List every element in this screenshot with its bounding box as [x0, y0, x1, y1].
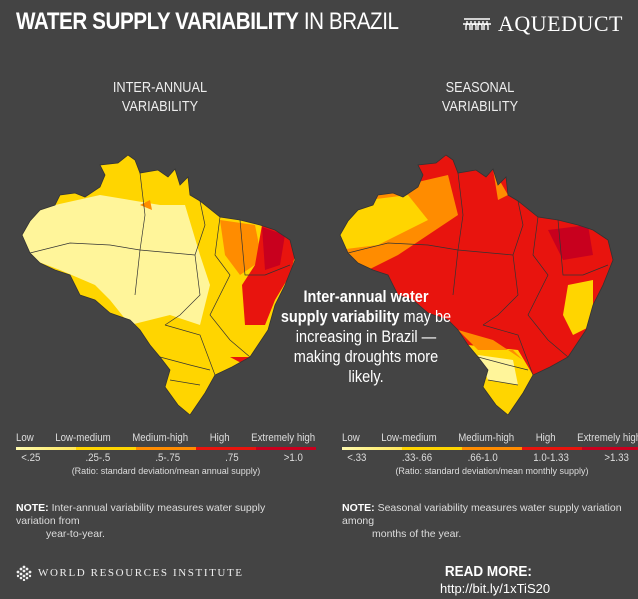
callout-rest: may be increasing in Brazil — making dro…	[293, 308, 452, 386]
read-more: READ MORE: http://bit.ly/1xTiS20	[440, 563, 638, 597]
legend-value: .66-1.0	[467, 452, 498, 464]
legend-swatch-high	[522, 447, 582, 450]
legend-swatch-low	[342, 447, 402, 450]
note-label: NOTE:	[342, 502, 375, 514]
inter-annual-map	[21, 154, 296, 415]
region-low-medium	[563, 280, 593, 335]
aqueduct-brand: AQUEDUCT	[462, 11, 623, 37]
region-medium-high	[458, 330, 523, 360]
region-extremely-high	[262, 227, 285, 270]
brazil-outline	[21, 154, 296, 415]
legend-values: <.25 .25-.5 .5-.75 .75 >1.0	[16, 452, 303, 464]
region-medium-high	[140, 200, 152, 210]
title-light: IN BRAZIL	[298, 8, 399, 35]
legend-swatch-medium-high	[136, 447, 196, 450]
legend-label: Extremely high	[251, 432, 316, 444]
legend-value: <.33	[347, 452, 367, 464]
map-title-line: VARIABILITY	[441, 98, 519, 115]
note-text-cont: months of the year.	[372, 528, 462, 540]
note-text: Inter-annual variability measures water …	[16, 502, 266, 527]
title-bold: WATER SUPPLY VARIABILITY	[16, 8, 299, 35]
inter-annual-map-regions	[22, 155, 295, 415]
region-medium-high	[220, 220, 262, 275]
region-low	[22, 195, 210, 325]
legend-swatch-extremely-high	[256, 447, 316, 450]
legend-values: <.33 .33-.66 .66-1.0 1.0-1.33 >1.33	[342, 452, 629, 464]
legend-value: .75	[225, 452, 239, 464]
legend-swatch-extremely-high	[582, 447, 638, 450]
legend-labels: Low Low-medium Medium-high High Extremel…	[16, 432, 315, 444]
legend-color-bar	[16, 447, 316, 450]
legend-label: Low	[16, 432, 34, 444]
legend-swatch-low-medium	[402, 447, 462, 450]
legend-label: Extremely high	[577, 432, 638, 444]
aqueduct-icon	[463, 18, 491, 30]
map-title-line: INTER-ANNUAL	[112, 79, 208, 96]
callout-bold: Inter-annual water supply variability	[280, 288, 429, 326]
map-title-inter-annual: INTER-ANNUAL VARIABILITY	[84, 78, 237, 116]
wri-logo-icon	[16, 565, 32, 581]
legend-value: .25-.5	[85, 452, 111, 464]
read-more-label: READ MORE:	[444, 563, 532, 580]
note-text: Seasonal variability measures water supp…	[342, 502, 622, 527]
callout-text: Inter-annual water supply variability ma…	[280, 287, 452, 387]
legend-swatch-medium-high	[462, 447, 522, 450]
legend-ratio-note: (Ratio: standard deviation/mean annual s…	[71, 466, 261, 476]
map-title-line: SEASONAL	[445, 79, 515, 96]
brazil-outline	[339, 154, 614, 415]
wri-brand: WORLD RESOURCES INSTITUTE	[16, 565, 244, 581]
legend-value: .5-.75	[155, 452, 181, 464]
legend-color-bar	[342, 447, 638, 450]
map-title-seasonal: SEASONAL VARIABILITY	[404, 78, 557, 116]
legend-label: High	[209, 432, 230, 444]
note-label: NOTE:	[16, 502, 49, 514]
legend-inter-annual: Low Low-medium Medium-high High Extremel…	[16, 432, 316, 476]
legend-seasonal: Low Low-medium Medium-high High Extremel…	[342, 432, 638, 476]
legend-label: Low-medium	[381, 432, 437, 444]
legend-swatch-low-medium	[76, 447, 136, 450]
legend-label: Low-medium	[55, 432, 111, 444]
note-seasonal: NOTE: Seasonal variability measures wate…	[342, 502, 632, 541]
state-borders	[347, 172, 609, 386]
legend-labels: Low Low-medium Medium-high High Extremel…	[342, 432, 638, 444]
legend-label: High	[535, 432, 556, 444]
note-inter-annual: NOTE: Inter-annual variability measures …	[16, 502, 306, 541]
note-text-cont: year-to-year.	[46, 528, 105, 540]
legend-swatch-high	[196, 447, 256, 450]
legend-value: .33-.66	[401, 452, 433, 464]
wri-label: WORLD RESOURCES INSTITUTE	[38, 567, 244, 579]
legend-label: Medium-high	[458, 432, 515, 444]
legend-value: >1.0	[283, 452, 303, 464]
read-more-link[interactable]: http://bit.ly/1xTiS20	[440, 581, 551, 596]
legend-label: Medium-high	[132, 432, 189, 444]
legend-label: Low	[342, 432, 360, 444]
legend-ratio-note: (Ratio: standard deviation/mean monthly …	[395, 466, 589, 476]
seasonal-map	[339, 154, 614, 415]
legend-swatch-low	[16, 447, 76, 450]
region-high	[242, 225, 295, 325]
region-low	[478, 355, 518, 385]
aqueduct-label: AQUEDUCT	[498, 11, 623, 36]
map-title-line: VARIABILITY	[121, 98, 199, 115]
page-title: WATER SUPPLY VARIABILITY IN BRAZIL	[16, 8, 399, 36]
legend-value: >1.33	[604, 452, 629, 464]
legend-value: <.25	[21, 452, 41, 464]
legend-value: 1.0-1.33	[533, 452, 569, 464]
state-borders	[29, 172, 291, 386]
